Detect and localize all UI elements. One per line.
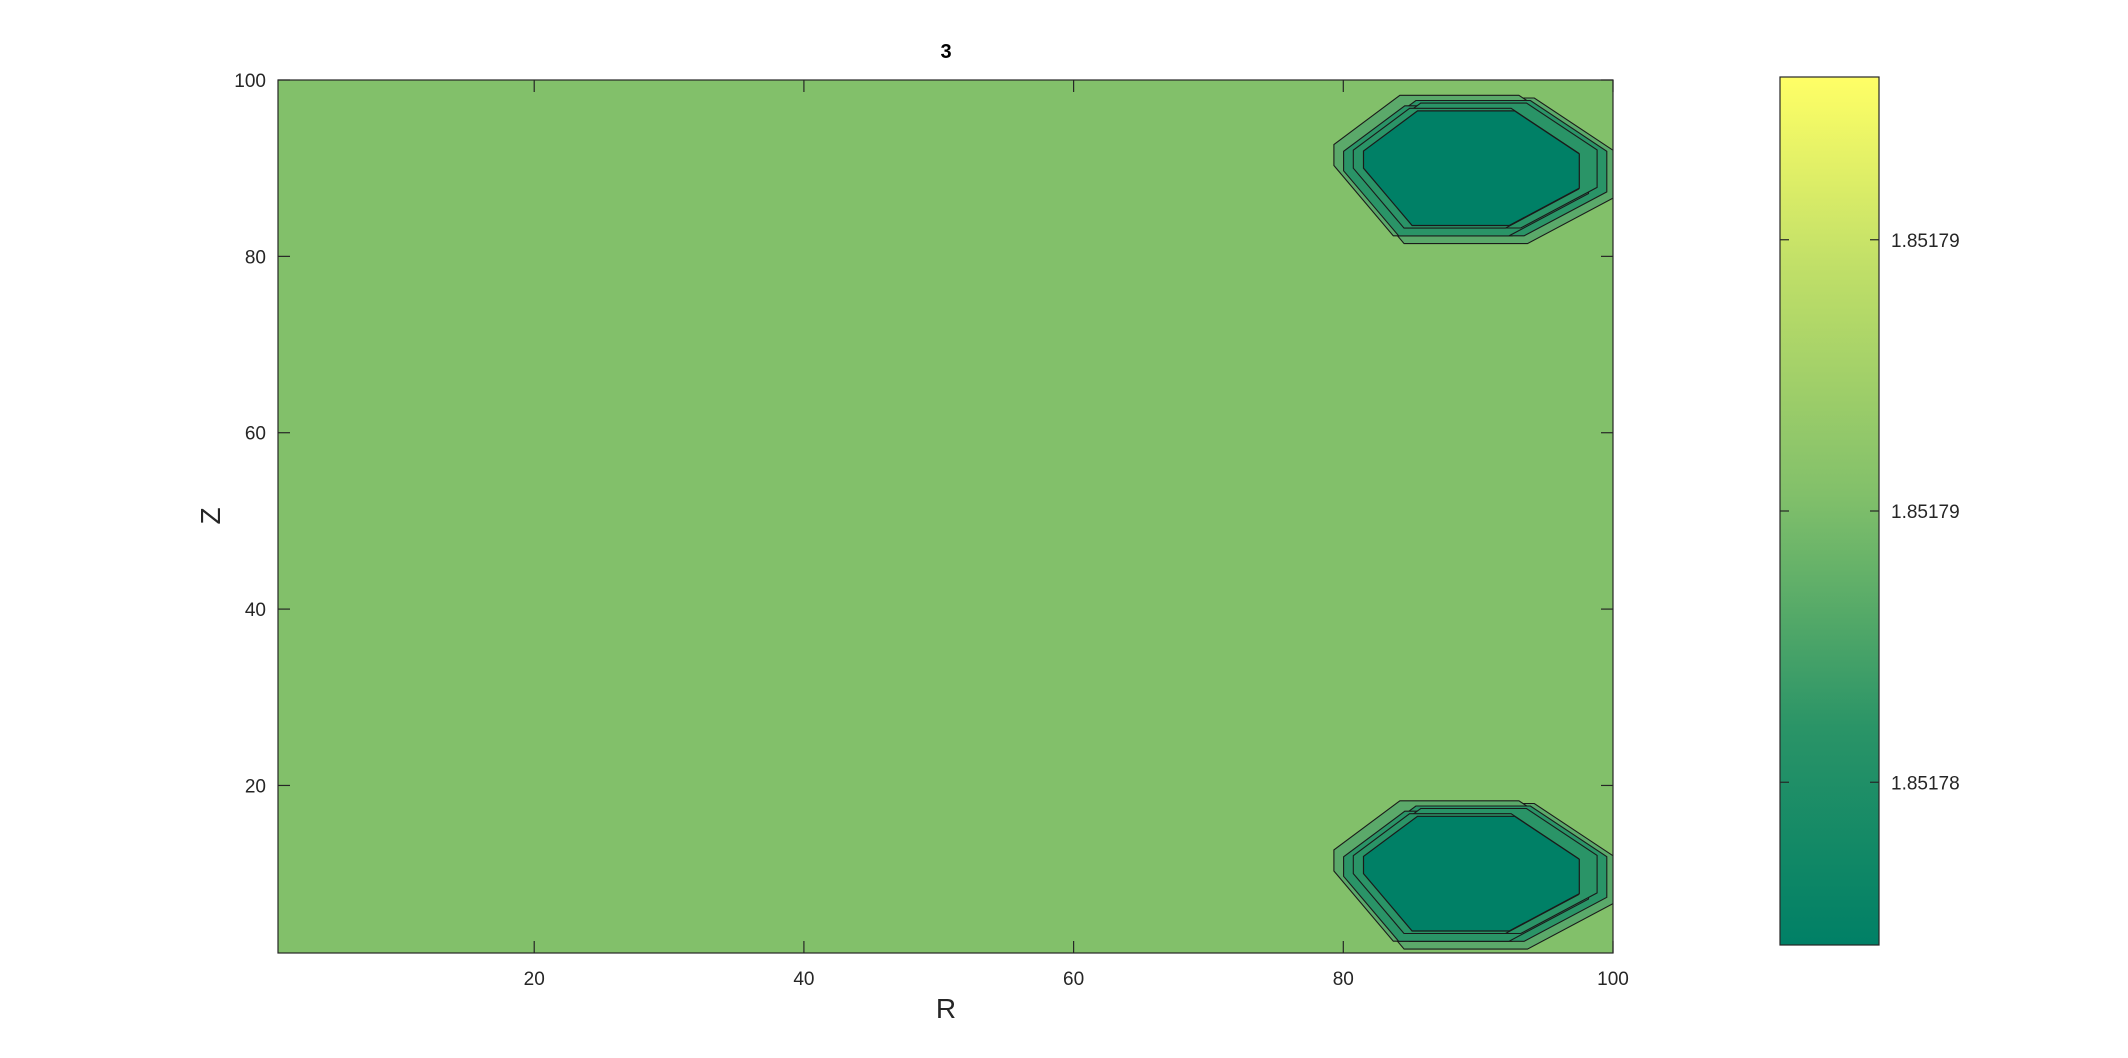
x-tick-label: 80 (1333, 969, 1354, 990)
lower-blob-core (1362, 815, 1580, 932)
x-tick-label: 40 (793, 969, 814, 990)
y-axis-ticks: 20 40 60 80 100 (234, 71, 1613, 797)
upper-blob-core (1362, 110, 1580, 227)
colorbar-ticks: 1.85178 1.85179 1.85179 (1780, 231, 1960, 794)
colorbar (1779, 76, 1880, 946)
x-tick-label: 100 (1597, 969, 1629, 990)
chart-title: 3 (940, 41, 951, 63)
plot-frame (277, 79, 1614, 954)
x-tick-label: 20 (524, 969, 545, 990)
colorbar-tick-label: 1.85178 (1891, 773, 1960, 794)
y-tick-label: 60 (245, 424, 266, 445)
colorbar-tick-label: 1.85179 (1891, 231, 1960, 252)
y-tick-label: 80 (245, 247, 266, 268)
lower-blob (1333, 800, 1613, 950)
y-axis-label: Z (195, 507, 226, 524)
y-tick-label: 40 (245, 600, 266, 621)
heatmap-blobs (1333, 94, 1613, 950)
x-axis-label: R (936, 993, 956, 1024)
x-axis-ticks: 20 40 60 80 100 (524, 80, 1629, 990)
x-tick-label: 60 (1063, 969, 1084, 990)
y-tick-label: 100 (234, 71, 266, 92)
colorbar-tick-label: 1.85179 (1891, 502, 1960, 523)
y-tick-label: 20 (245, 776, 266, 797)
upper-blob (1333, 94, 1613, 245)
